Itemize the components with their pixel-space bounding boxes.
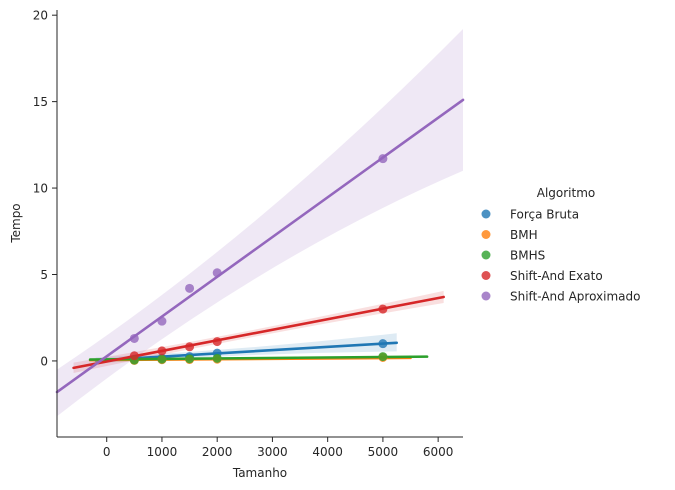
legend-marker-bmhs bbox=[481, 250, 491, 260]
legend-label-forca-bruta: Força Bruta bbox=[510, 208, 579, 222]
x-axis-label: Tamanho bbox=[232, 466, 287, 480]
y-axis-label: Tempo bbox=[9, 203, 23, 243]
y-tick-label: 15 bbox=[33, 95, 48, 109]
y-tick-label: 5 bbox=[40, 268, 48, 282]
legend-marker-bmh bbox=[481, 230, 491, 239]
data-point-shift-and-exato bbox=[378, 304, 388, 314]
regression-lines bbox=[55, 98, 465, 394]
legend-marker-shift-and-aproximado bbox=[481, 291, 491, 301]
x-tick-label: 0 bbox=[103, 445, 111, 459]
x-tick-label: 1000 bbox=[147, 445, 178, 459]
data-point-shift-and-exato bbox=[129, 351, 139, 361]
y-tick-label: 0 bbox=[40, 354, 48, 368]
data-point-bmhs bbox=[212, 353, 222, 363]
data-point-shift-and-aproximado bbox=[129, 333, 139, 343]
legend-marker-forca-bruta bbox=[481, 209, 491, 219]
data-point-shift-and-exato bbox=[212, 337, 222, 347]
data-point-shift-and-aproximado bbox=[185, 283, 195, 293]
legend-label-bmh: BMH bbox=[510, 228, 538, 242]
regression-line-bmhs bbox=[88, 355, 429, 361]
y-tick-label: 20 bbox=[33, 9, 48, 23]
legend: Algoritmo Força Bruta BMH BMHS Shift-And Ex… bbox=[481, 186, 641, 304]
data-point-shift-and-aproximado bbox=[212, 268, 222, 278]
data-points bbox=[129, 154, 388, 365]
data-point-shift-and-aproximado bbox=[157, 316, 167, 326]
data-point-bmhs bbox=[157, 354, 167, 364]
x-tick-label: 3000 bbox=[257, 445, 288, 459]
legend-label-shift-and-aproximado: Shift-And Aproximado bbox=[510, 290, 641, 304]
data-point-bmhs bbox=[185, 354, 195, 364]
legend-title: Algoritmo bbox=[537, 186, 596, 200]
regression-line-shift-and-aproximado bbox=[55, 98, 465, 394]
data-point-shift-and-exato bbox=[157, 346, 167, 356]
legend-marker-shift-and-exato bbox=[481, 271, 491, 280]
x-tick-label: 2000 bbox=[202, 445, 233, 459]
axes: 0 1000 2000 3000 4000 5000 6000 0 5 10 15 20 bbox=[33, 9, 463, 459]
legend-label-bmhs: BMHS bbox=[510, 249, 545, 263]
x-tick-label: 5000 bbox=[368, 445, 399, 459]
y-tick-label: 10 bbox=[33, 182, 48, 196]
x-tick-label: 6000 bbox=[423, 445, 454, 459]
regression-line-forca-bruta bbox=[94, 341, 399, 362]
data-point-bmhs bbox=[378, 352, 388, 362]
data-point-shift-and-aproximado bbox=[378, 154, 388, 164]
x-tick-label: 4000 bbox=[312, 445, 343, 459]
data-point-shift-and-exato bbox=[185, 342, 195, 352]
data-point-forca-bruta bbox=[378, 339, 388, 349]
legend-label-shift-and-exato: Shift-And Exato bbox=[510, 269, 603, 283]
